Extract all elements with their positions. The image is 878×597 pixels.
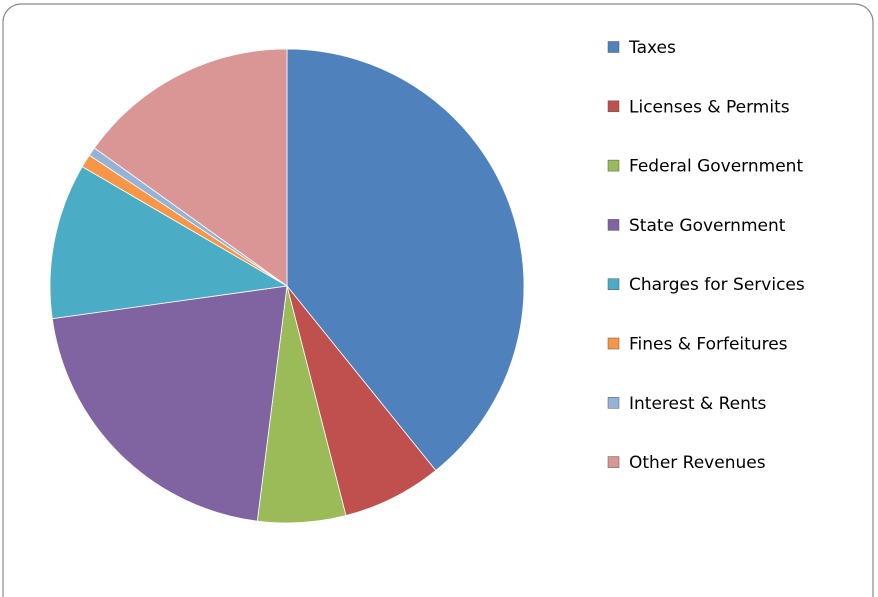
legend-swatch (607, 456, 620, 468)
pie-slice (51, 285, 288, 522)
legend-label: Interest & Rents (629, 394, 767, 414)
legend-swatch (607, 337, 620, 350)
pie-slice (49, 166, 289, 320)
legend-label: Other Revenues (629, 453, 766, 473)
legend-label: State Government (629, 216, 786, 236)
legend-label: Fines & Forfeitures (629, 335, 788, 355)
legend-swatch (607, 397, 620, 409)
legend-label: Federal Government (629, 157, 803, 177)
legend-swatch (607, 100, 620, 113)
legend-label: Charges for Services (629, 275, 805, 295)
legend-label: Taxes (628, 38, 676, 58)
pie-slice (286, 48, 525, 472)
legend-label: Licenses & Permits (629, 97, 790, 117)
pie-slice (93, 48, 288, 287)
legend-swatch (607, 278, 620, 290)
legend-swatch (607, 41, 620, 53)
legend-swatch (607, 219, 620, 231)
legend-swatch (607, 159, 620, 172)
